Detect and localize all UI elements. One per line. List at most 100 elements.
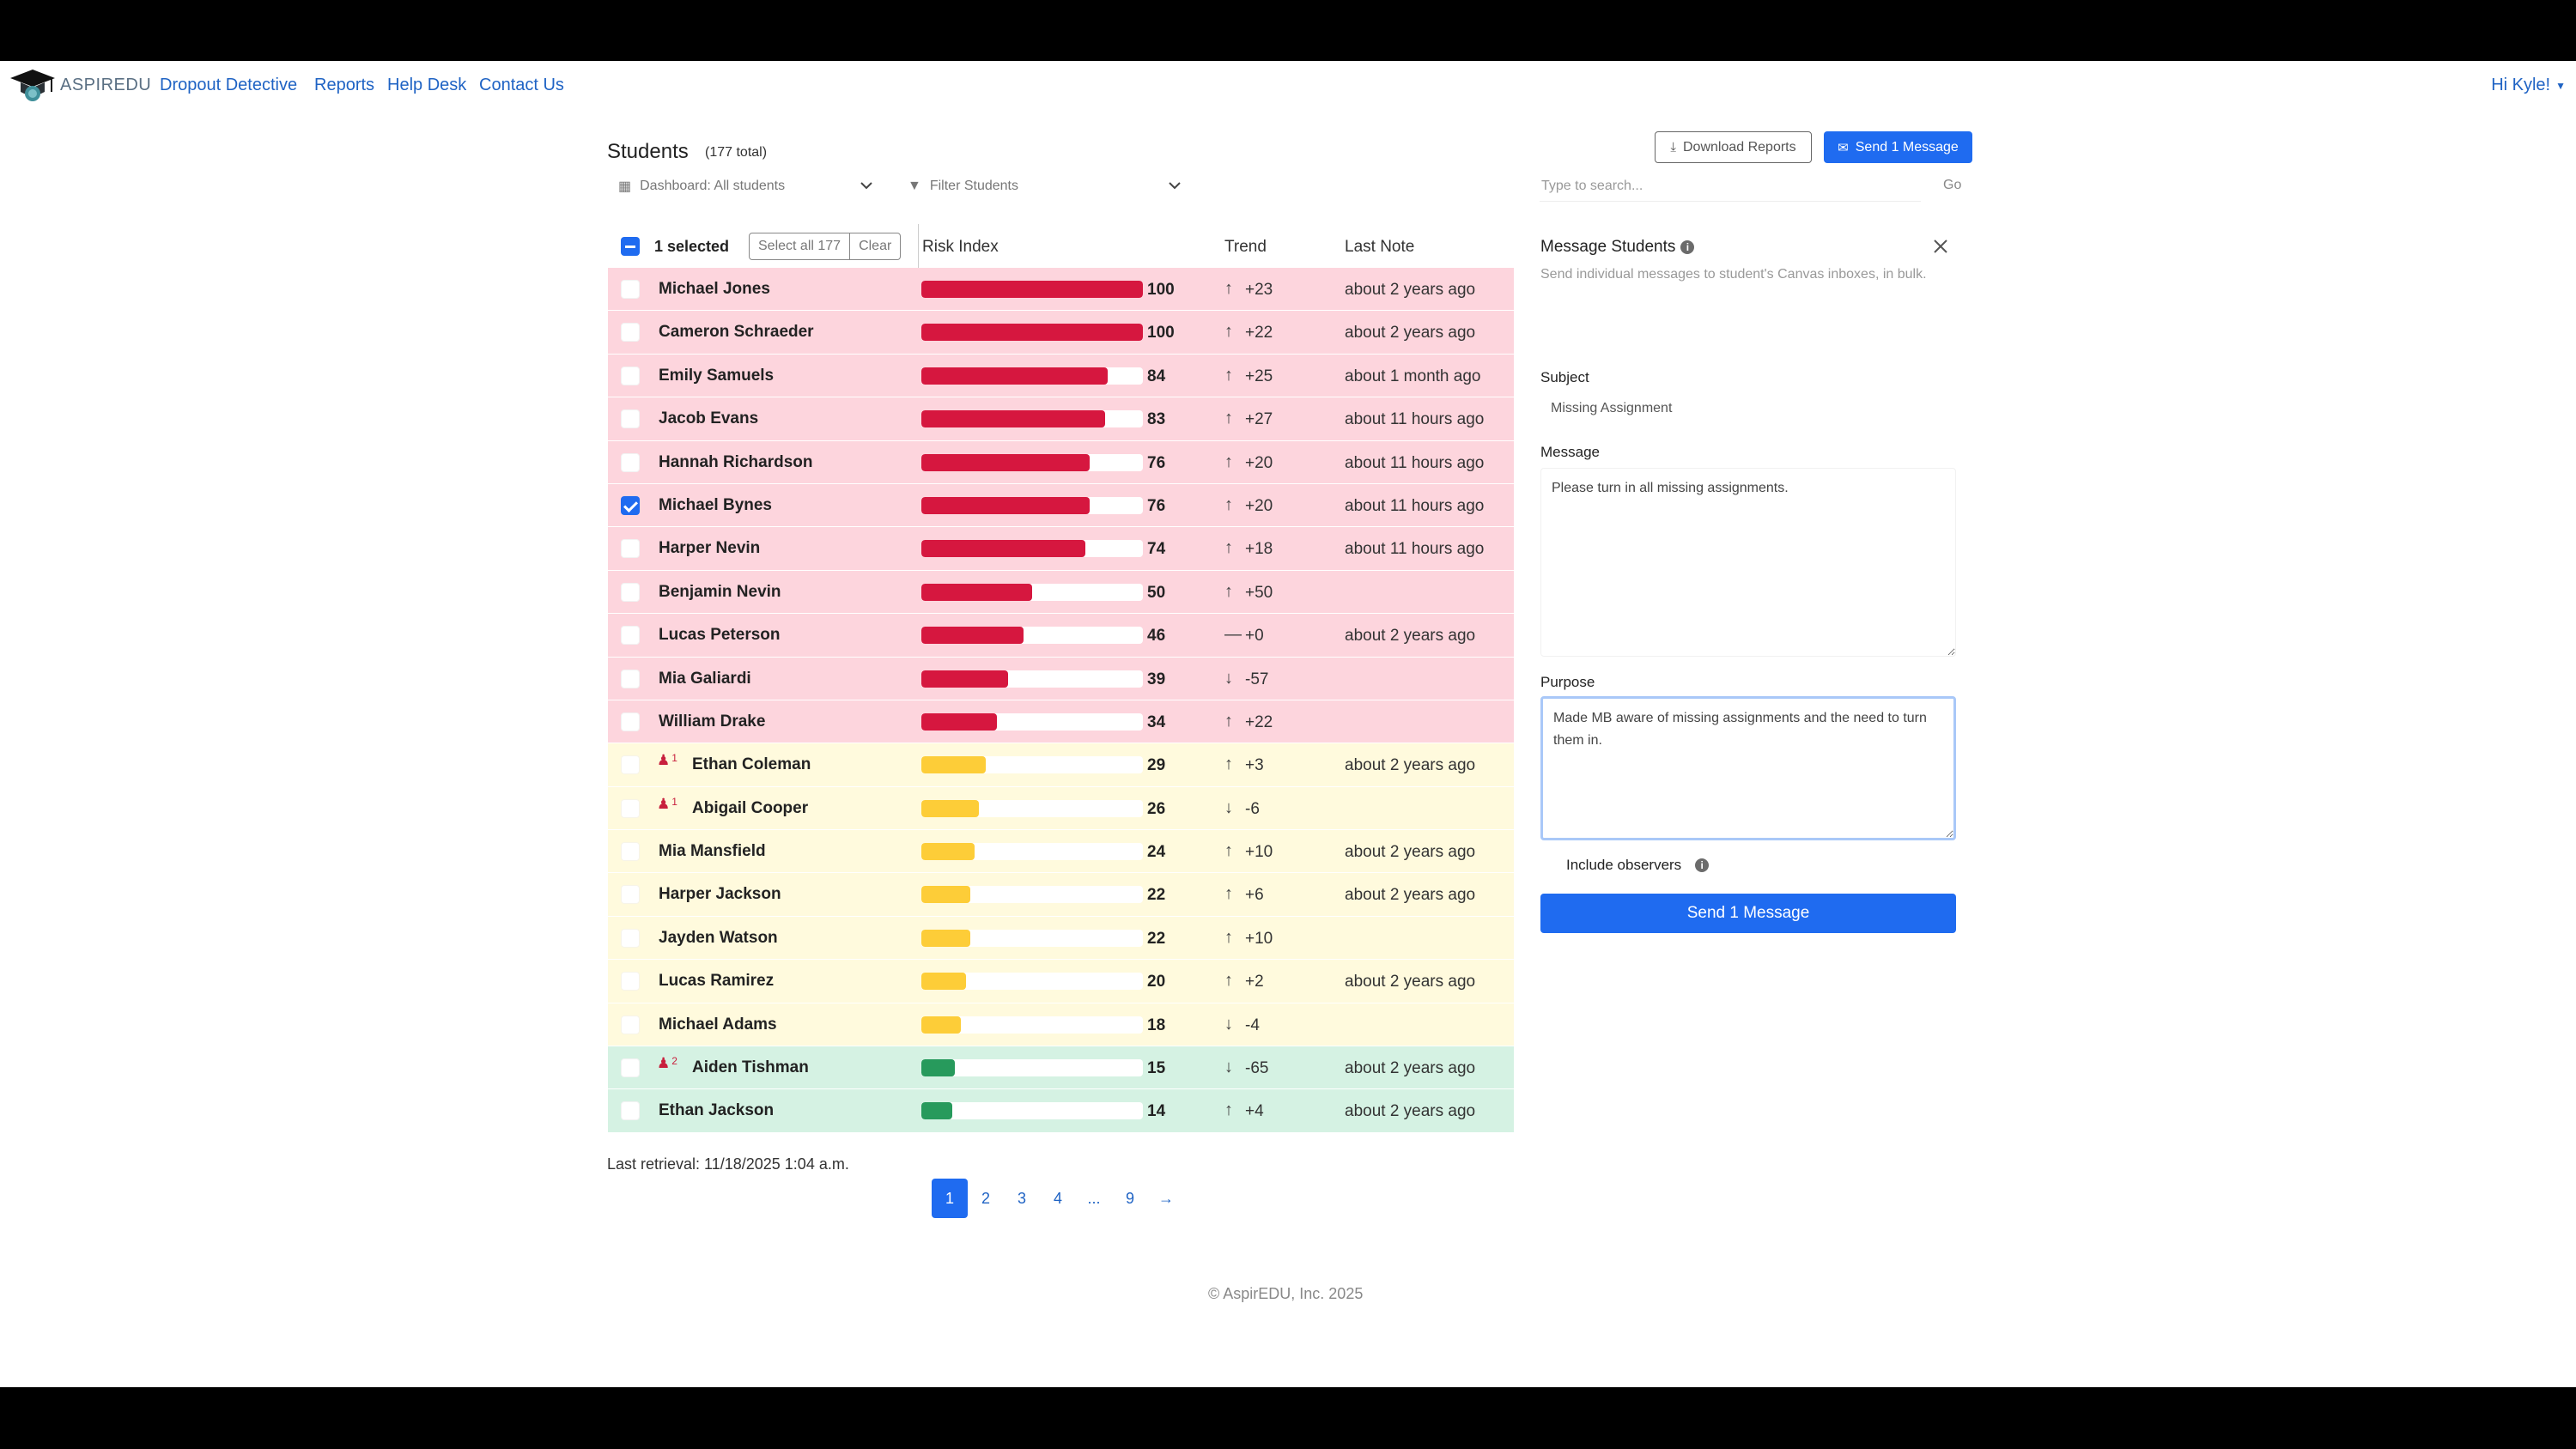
student-name[interactable]: Lucas Ramirez [659,972,775,991]
row-checkbox[interactable] [621,755,640,775]
row-checkbox[interactable] [621,885,640,905]
student-name[interactable]: Harper Nevin [659,539,761,558]
row-checkbox[interactable] [621,1015,640,1034]
row-checkbox[interactable] [621,1101,640,1121]
row-checkbox[interactable] [621,452,640,472]
student-name[interactable]: Benjamin Nevin [659,582,781,601]
row-checkbox[interactable] [621,280,640,299]
student-name[interactable]: William Drake [659,712,766,731]
table-row[interactable]: William Drake 34 ↑ +22 [608,700,1514,744]
student-name[interactable]: Harper Jackson [659,885,781,904]
user-menu[interactable]: Hi Kyle! ▼ [2491,76,2566,95]
page-4[interactable]: 4 [1053,1189,1062,1207]
table-row[interactable]: ♟ 1 Abigail Cooper 26 ↓ -6 [608,786,1514,831]
student-name[interactable]: Hannah Richardson [659,452,813,471]
table-row[interactable]: Michael Adams 18 ↓ -4 [608,1003,1514,1047]
table-row[interactable]: Mia Galiardi 39 ↓ -57 [608,657,1514,700]
subject-input[interactable] [1540,394,1956,423]
student-name[interactable]: Michael Bynes [659,495,772,514]
table-row[interactable]: Harper Nevin 74 ↑ +18 about 11 hours ago [608,527,1514,571]
table-row[interactable]: Jacob Evans 83 ↑ +27 about 11 hours ago [608,397,1514,441]
student-name[interactable]: Emily Samuels [659,366,775,385]
row-checkbox[interactable] [621,972,640,991]
row-checkbox[interactable] [621,1058,640,1078]
risk-bar [921,756,1143,774]
student-name[interactable]: Lucas Peterson [659,626,781,645]
filter-students-dropdown[interactable]: ▼ Filter Students [908,173,1182,199]
column-header-trend[interactable]: Trend [1224,238,1267,256]
logo[interactable]: ASPIREDU [9,66,151,104]
table-row[interactable]: Benjamin Nevin 50 ↑ +50 [608,570,1514,615]
row-checkbox[interactable] [621,928,640,948]
table-row[interactable]: Michael Bynes 76 ↑ +20 about 11 hours ago [608,483,1514,528]
table-row[interactable]: Lucas Peterson 46 — +0 about 2 years ago [608,614,1514,658]
row-checkbox[interactable] [621,539,640,559]
row-checkbox[interactable] [621,323,640,343]
page-3[interactable]: 3 [1017,1189,1026,1207]
student-name[interactable]: Jacob Evans [659,409,759,428]
row-checkbox[interactable] [621,495,640,515]
nav-dropout-detective[interactable]: Dropout Detective [160,76,298,94]
table-row[interactable]: Mia Mansfield 24 ↑ +10 about 2 years ago [608,830,1514,874]
nav-reports[interactable]: Reports [314,76,375,94]
table-row[interactable]: Michael Jones 100 ↑ +23 about 2 years ago [608,268,1514,312]
close-icon[interactable] [1932,238,1949,255]
student-name[interactable]: Michael Adams [659,1015,777,1034]
table-row[interactable]: Emily Samuels 84 ↑ +25 about 1 month ago [608,354,1514,398]
table-row[interactable]: ♟ 2 Aiden Tishman 15 ↓ -65 about 2 years ago [608,1046,1514,1090]
send-message-button-top[interactable]: ✉ Send 1 Message [1824,131,1972,163]
student-name[interactable]: Ethan Coleman [692,755,811,774]
row-checkbox[interactable] [621,626,640,646]
table-row[interactable]: Jayden Watson 22 ↑ +10 [608,916,1514,961]
send-message-button[interactable]: Send 1 Message [1540,894,1956,933]
panel-description: Send individual messages to student's Ca… [1540,267,1927,282]
message-label: Message [1540,444,1600,460]
risk-bar [921,712,1143,731]
table-row[interactable]: Hannah Richardson 76 ↑ +20 about 11 hours ag… [608,440,1514,484]
column-header-risk-index[interactable]: Risk Index [922,238,999,256]
row-checkbox[interactable] [621,712,640,731]
row-checkbox[interactable] [621,409,640,429]
student-name[interactable]: Abigail Cooper [692,798,809,817]
student-name[interactable]: Cameron Schraeder [659,323,814,342]
column-header-last-note[interactable]: Last Note [1345,238,1415,256]
arrow-up-icon: ↑ [1224,494,1233,514]
clear-selection-button[interactable]: Clear [849,233,900,259]
student-name[interactable]: Ethan Jackson [659,1101,775,1120]
info-icon[interactable]: i [1680,239,1695,254]
select-all-checkbox[interactable] [621,237,640,256]
select-all-button[interactable]: Select all 177 [758,239,841,253]
row-checkbox[interactable] [621,842,640,862]
include-observers-toggle[interactable]: Include observers i [1566,857,1710,874]
student-name[interactable]: Jayden Watson [659,928,778,947]
student-name[interactable]: Mia Galiardi [659,669,751,688]
message-textarea[interactable]: Please turn in all missing assignments. [1540,468,1956,657]
dashboard-dropdown[interactable]: ▦ Dashboard: All students [618,173,874,199]
student-name[interactable]: Aiden Tishman [692,1058,809,1077]
table-row[interactable]: Ethan Jackson 14 ↑ +4 about 2 years ago [608,1089,1514,1133]
trend-value: +50 [1245,583,1273,602]
row-checkbox[interactable] [621,582,640,602]
search-go-button[interactable]: Go [1943,178,1962,192]
page-1[interactable]: 1 [932,1179,968,1218]
page-2[interactable]: 2 [981,1189,990,1207]
page-9[interactable]: 9 [1125,1189,1134,1207]
row-checkbox[interactable] [621,798,640,818]
table-row[interactable]: Lucas Ramirez 20 ↑ +2 about 2 years ago [608,960,1514,1003]
page-next[interactable]: → [1158,1189,1174,1207]
row-checkbox[interactable] [621,669,640,688]
last-note: about 2 years ago [1345,627,1476,646]
info-icon[interactable]: i [1695,858,1710,872]
table-row[interactable]: Cameron Schraeder 100 ↑ +22 about 2 years ag… [608,311,1514,355]
nav-contact-us[interactable]: Contact Us [479,76,564,94]
table-row[interactable]: ♟ 1 Ethan Coleman 29 ↑ +3 about 2 years ago [608,743,1514,787]
purpose-textarea[interactable]: Made MB aware of missing assignments and… [1540,696,1956,840]
download-reports-button[interactable]: ⤓ Download Reports [1655,131,1812,163]
search-input[interactable] [1540,172,1921,202]
nav-help-desk[interactable]: Help Desk [387,76,467,94]
student-name[interactable]: Mia Mansfield [659,842,766,861]
table-row[interactable]: Harper Jackson 22 ↑ +6 about 2 years ago [608,873,1514,917]
row-checkbox[interactable] [621,366,640,385]
student-name[interactable]: Michael Jones [659,280,770,298]
risk-bar [921,1059,1143,1077]
